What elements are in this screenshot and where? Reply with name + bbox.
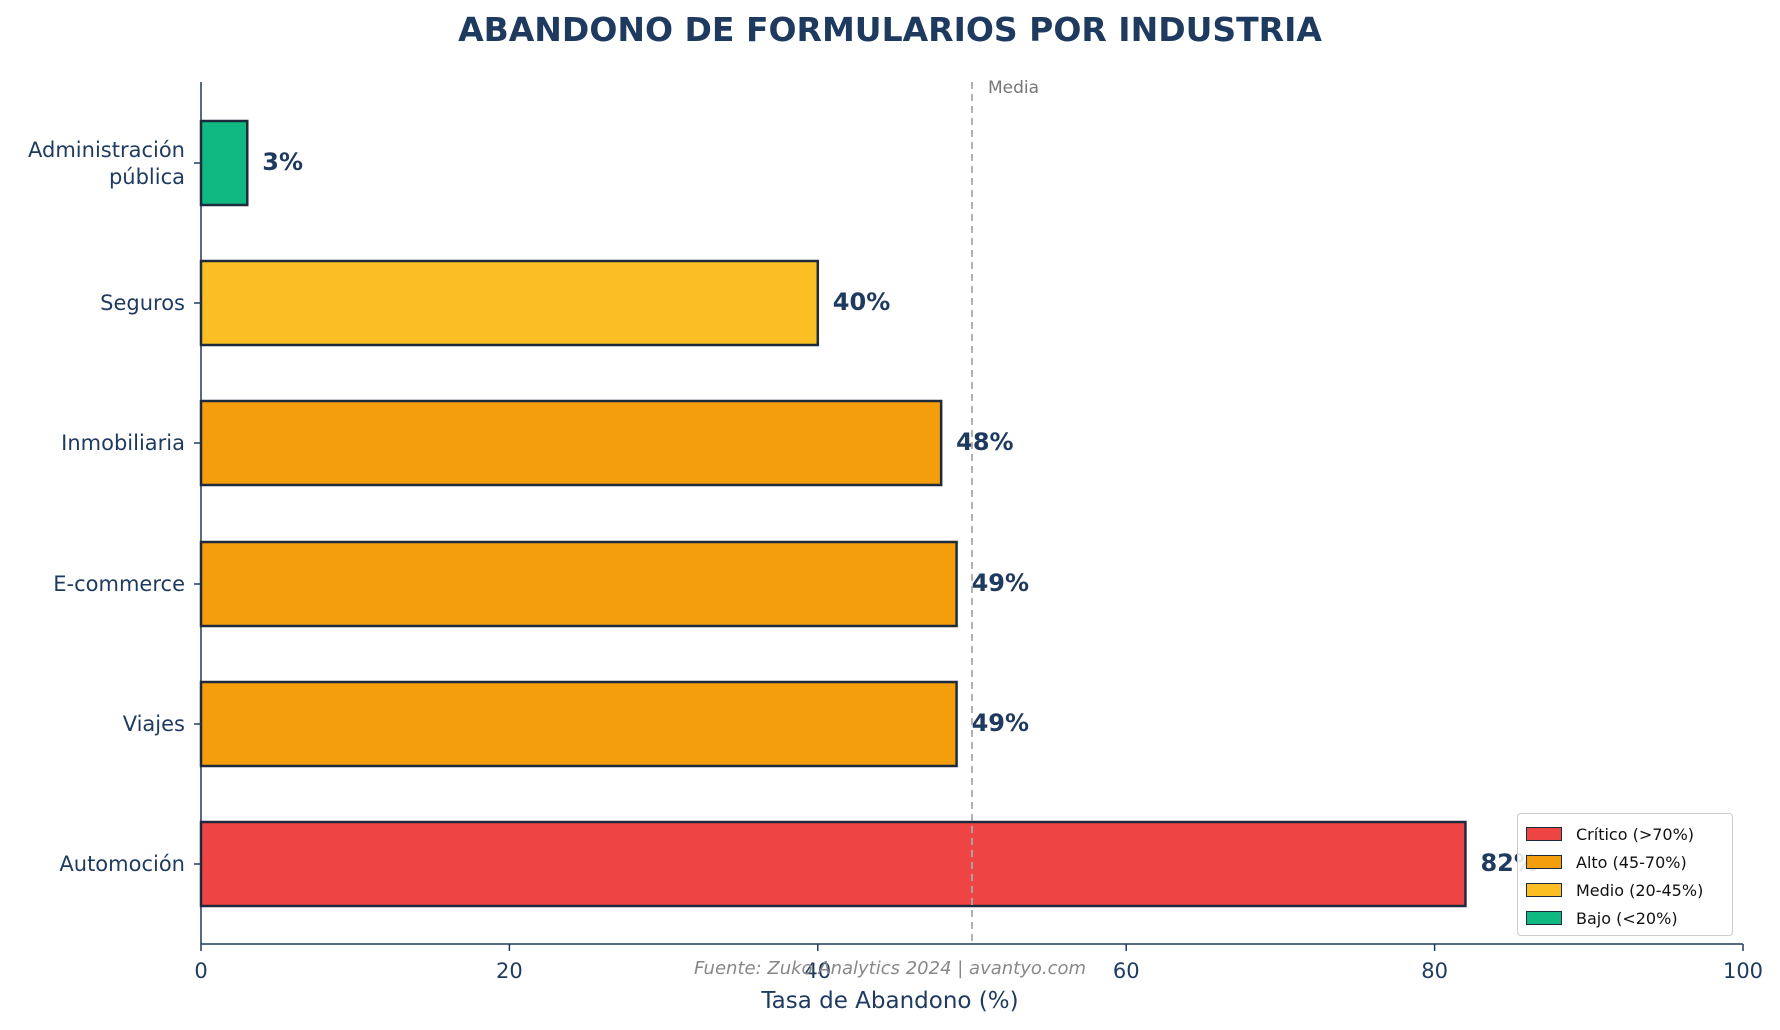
y-tick-label: Automoción <box>59 852 185 876</box>
legend-swatch-critico <box>1526 827 1562 841</box>
chart-title: ABANDONO DE FORMULARIOS POR INDUSTRIA <box>458 10 1322 49</box>
y-tick-label: E-commerce <box>53 572 185 596</box>
bar <box>199 820 1467 908</box>
legend-swatch-bajo <box>1526 911 1562 925</box>
bar <box>199 680 958 768</box>
bar <box>199 259 820 347</box>
x-tick-label: 0 <box>194 959 207 983</box>
bar <box>199 119 249 207</box>
x-tick-label: 60 <box>1113 959 1140 983</box>
legend-label-alto: Alto (45-70%) <box>1576 852 1687 872</box>
legend-item-alto: Alto (45-70%) <box>1526 848 1724 876</box>
legend-swatch-alto <box>1526 855 1562 869</box>
legend-item-critico: Crítico (>70%) <box>1526 820 1724 848</box>
bar <box>199 399 943 487</box>
data-label: 49% <box>972 709 1029 737</box>
x-tick-label: 80 <box>1421 959 1448 983</box>
x-tick-label: 40 <box>804 959 831 983</box>
y-tick-label: Viajes <box>123 712 185 736</box>
x-tick-label: 20 <box>496 959 523 983</box>
legend-swatch-medio <box>1526 883 1562 897</box>
bar <box>199 540 958 628</box>
legend-label-bajo: Bajo (<20%) <box>1576 908 1678 928</box>
legend-label-critico: Crítico (>70%) <box>1576 824 1695 844</box>
x-axis-label: Tasa de Abandono (%) <box>761 988 1019 1014</box>
data-label: 3% <box>262 148 303 176</box>
source-note: Fuente: Zuko Analytics 2024 | avantyo.co… <box>693 958 1087 979</box>
data-label: 48% <box>956 428 1013 456</box>
mean-reference-label: Media <box>988 78 1039 98</box>
data-label: 49% <box>972 569 1029 597</box>
x-tick-label: 100 <box>1723 959 1763 983</box>
y-tick-label: Seguros <box>100 291 185 315</box>
legend-item-medio: Medio (20-45%) <box>1526 876 1724 904</box>
y-tick-label: Administración pública <box>28 138 185 189</box>
data-label: 40% <box>833 288 890 316</box>
y-tick-label: Inmobiliaria <box>61 431 185 455</box>
legend: Crítico (>70%) Alto (45-70%) Medio (20-4… <box>1517 813 1733 936</box>
legend-item-bajo: Bajo (<20%) <box>1526 904 1724 932</box>
legend-label-medio: Medio (20-45%) <box>1576 880 1704 900</box>
